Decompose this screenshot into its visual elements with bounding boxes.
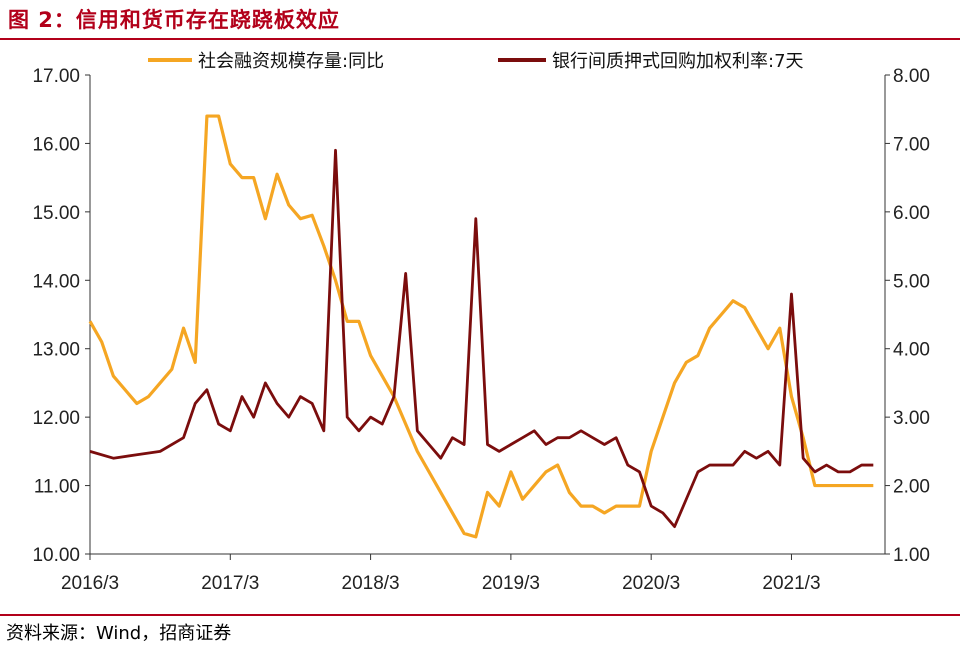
- left-tick-label: 10.00: [32, 545, 80, 566]
- right-tick-label: 6.00: [893, 203, 930, 224]
- axes: 10.00 11.00 12.00 13.00 14.00 15.00 16.00 17.00…: [32, 66, 930, 594]
- right-tick-label: 3.00: [893, 408, 930, 429]
- legend: 社会融资规模存量:同比 银行间质押式回购加权利率:7天: [148, 51, 804, 72]
- source-note: 资料来源：Wind，招商证券: [6, 623, 232, 644]
- left-tick-label: 16.00: [32, 134, 80, 155]
- left-tick-label: 13.00: [32, 340, 80, 361]
- credit-line: [88, 114, 874, 539]
- left-tick-label: 12.00: [32, 408, 80, 429]
- figure-title: 图 2：信用和货币存在跷跷板效应: [8, 8, 340, 32]
- right-tick-label: 7.00: [893, 134, 930, 155]
- legend-label-credit: 社会融资规模存量:同比: [198, 51, 384, 72]
- x-tick-label: 2016/3: [61, 573, 119, 594]
- x-tick-label: 2019/3: [482, 573, 540, 594]
- right-tick-label: 5.00: [893, 271, 930, 292]
- right-tick-label: 1.00: [893, 545, 930, 566]
- footer-rule: [0, 614, 960, 616]
- repo-line: [89, 148, 874, 529]
- dual-axis-line-chart: 10.00 11.00 12.00 13.00 14.00 15.00 16.00 17.00…: [32, 51, 930, 594]
- credit-series: [88, 114, 874, 539]
- right-tick-label: 8.00: [893, 66, 930, 87]
- repo-series: [89, 148, 874, 529]
- left-tick-label: 17.00: [32, 66, 80, 87]
- left-tick-label: 14.00: [32, 271, 80, 292]
- x-tick-label: 2021/3: [762, 573, 820, 594]
- left-tick-label: 11.00: [34, 477, 80, 498]
- x-tick-label: 2017/3: [201, 573, 259, 594]
- x-tick-label: 2020/3: [622, 573, 680, 594]
- right-tick-label: 4.00: [893, 340, 930, 361]
- left-tick-label: 15.00: [32, 203, 80, 224]
- title-rule: [0, 38, 960, 40]
- x-tick-label: 2018/3: [342, 573, 400, 594]
- right-tick-label: 2.00: [893, 477, 930, 498]
- legend-label-repo: 银行间质押式回购加权利率:7天: [552, 51, 804, 72]
